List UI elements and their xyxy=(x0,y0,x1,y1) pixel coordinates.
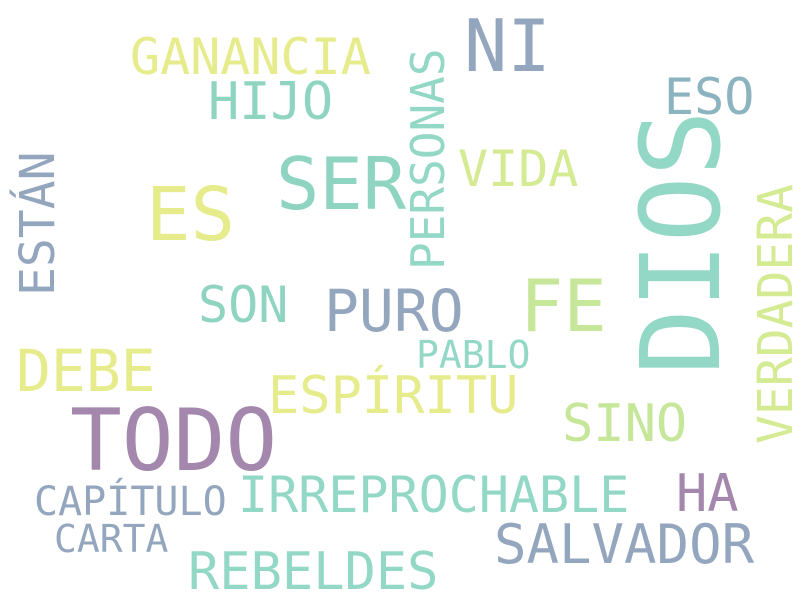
word-son: SON xyxy=(198,276,289,334)
word-carta: CARTA xyxy=(54,517,169,561)
word-todo: TODO xyxy=(70,391,278,491)
word-eso: ESO xyxy=(664,68,755,126)
word-estan: ESTÁN xyxy=(10,151,66,297)
word-dios: DIOS xyxy=(617,110,745,375)
word-ser: SER xyxy=(276,142,407,226)
word-sino: SINO xyxy=(562,394,688,454)
word-vida: VIDA xyxy=(458,140,579,198)
word-salvador: SALVADOR xyxy=(494,513,755,576)
word-debe: DEBE xyxy=(16,337,156,405)
word-personas: PERSONAS xyxy=(401,48,455,270)
word-espiritu: ESPÍRITU xyxy=(268,366,519,426)
word-ni: NI xyxy=(464,4,551,88)
word-pablo: PABLO xyxy=(416,333,531,377)
word-irreprochable: IRREPROCHABLE xyxy=(238,466,630,524)
word-ha: HA xyxy=(676,464,739,524)
word-rebeldes: REBELDES xyxy=(188,542,439,602)
word-puro: PURO xyxy=(324,277,464,345)
word-es: ES xyxy=(146,172,236,258)
word-hijo: HIJO xyxy=(208,72,334,132)
word-fe: FE xyxy=(520,264,607,348)
word-ganancia: GANANCIA xyxy=(130,28,371,86)
word-verdadera: VERDADERA xyxy=(748,183,800,444)
word-capitulo: CAPÍTULO xyxy=(34,479,227,525)
